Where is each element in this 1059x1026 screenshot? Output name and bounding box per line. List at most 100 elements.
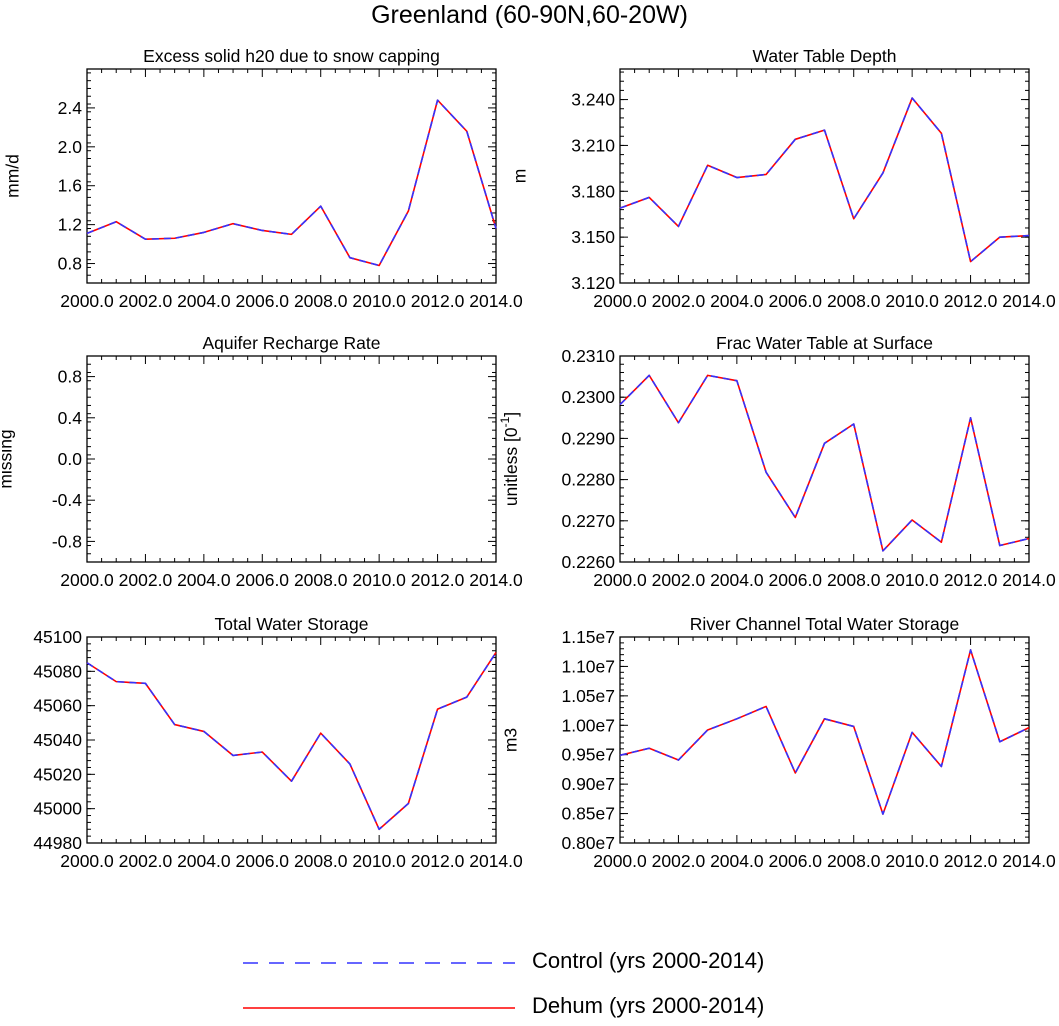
y-tick-label: 0.8 <box>58 254 82 274</box>
x-tick-label: 2012.0 <box>411 570 465 590</box>
x-tick-label: 2014.0 <box>469 851 523 871</box>
panel-title: Frac Water Table at Surface <box>716 333 933 353</box>
x-tick-label: 2002.0 <box>652 851 706 871</box>
x-tick-label: 2000.0 <box>593 570 647 590</box>
x-tick-label: 2002.0 <box>119 291 173 311</box>
y-tick-label: 0.2290 <box>561 428 615 448</box>
x-tick-label: 2002.0 <box>119 570 173 590</box>
x-tick-label: 2000.0 <box>60 851 114 871</box>
x-tick-label: 2012.0 <box>944 291 998 311</box>
x-tick-label: 2004.0 <box>710 851 764 871</box>
y-tick-label: 0.80e7 <box>561 833 615 853</box>
panel-title: Excess solid h20 due to snow capping <box>143 46 440 66</box>
y-tick-label: 1.00e7 <box>561 715 615 735</box>
panel-title: Total Water Storage <box>214 614 368 634</box>
y-tick-label: 3.150 <box>571 227 615 247</box>
x-tick-label: 2012.0 <box>944 570 998 590</box>
x-tick-label: 2010.0 <box>352 291 406 311</box>
y-tick-label: 44980 <box>33 833 82 853</box>
x-tick-label: 2010.0 <box>885 851 939 871</box>
x-tick-label: 2008.0 <box>294 570 348 590</box>
x-tick-label: 2002.0 <box>652 291 706 311</box>
y-axis-label: mm/d <box>3 154 23 198</box>
x-tick-label: 2012.0 <box>411 291 465 311</box>
x-tick-label: 2000.0 <box>60 291 114 311</box>
y-axis-label: m <box>510 169 530 184</box>
x-tick-label: 2004.0 <box>177 291 231 311</box>
y-tick-label: 0.2310 <box>561 346 615 366</box>
y-tick-label: 45060 <box>33 696 82 716</box>
legend-swatch-control <box>243 961 515 965</box>
y-tick-label: 3.120 <box>571 273 615 293</box>
y-tick-label: 1.2 <box>58 215 82 235</box>
y-tick-label: 45080 <box>33 661 82 681</box>
x-tick-label: 2014.0 <box>1002 851 1056 871</box>
y-tick-label: 0.0 <box>58 449 83 469</box>
legend-label-dehum: Dehum (yrs 2000-2014) <box>532 986 764 1026</box>
panel-title: River Channel Total Water Storage <box>690 614 959 634</box>
series-line-dehum <box>87 652 496 829</box>
y-tick-label: 0.4 <box>58 408 83 428</box>
y-tick-label: 3.240 <box>571 90 615 110</box>
y-tick-label: 0.2260 <box>561 552 615 572</box>
x-tick-label: 2008.0 <box>827 291 881 311</box>
x-tick-label: 2010.0 <box>885 291 939 311</box>
series-line-control <box>87 652 496 829</box>
chart-panels: Excess solid h20 due to snow capping 2000… <box>0 0 1059 900</box>
x-tick-label: 2006.0 <box>769 570 823 590</box>
plot-frame <box>620 356 1029 562</box>
x-tick-label: 2008.0 <box>294 851 348 871</box>
x-tick-label: 2000.0 <box>593 851 647 871</box>
y-tick-label: 1.10e7 <box>561 656 615 676</box>
y-tick-label: -0.8 <box>52 531 82 551</box>
y-axis-label: missing <box>0 429 16 488</box>
y-tick-label: 0.85e7 <box>561 804 615 824</box>
plot-frame <box>620 637 1029 843</box>
y-tick-label: 45020 <box>33 764 82 784</box>
y-tick-label: 45040 <box>33 730 82 750</box>
x-tick-label: 2006.0 <box>236 570 290 590</box>
x-tick-label: 2014.0 <box>1002 570 1056 590</box>
series-line-control <box>87 100 496 265</box>
x-tick-label: 2014.0 <box>469 570 523 590</box>
y-tick-label: -0.4 <box>52 490 82 510</box>
legend-swatch-dehum <box>243 1006 515 1010</box>
plot-frame <box>87 69 496 283</box>
plot-frame <box>87 356 496 562</box>
series-line-control <box>620 650 1029 814</box>
x-tick-label: 2012.0 <box>411 851 465 871</box>
x-tick-label: 2010.0 <box>885 570 939 590</box>
series-line-dehum <box>620 375 1029 551</box>
x-tick-label: 2006.0 <box>769 291 823 311</box>
y-tick-label: 45000 <box>33 799 82 819</box>
x-tick-label: 2004.0 <box>177 570 231 590</box>
x-tick-label: 2008.0 <box>827 851 881 871</box>
panel-title: Aquifer Recharge Rate <box>202 333 380 353</box>
y-tick-label: 0.2300 <box>561 387 615 407</box>
chart-panel-1: Excess solid h20 due to snow capping 2000… <box>3 46 523 311</box>
x-tick-label: 2008.0 <box>294 291 348 311</box>
legend-item-control: Control (yrs 2000-2014) <box>0 941 1059 981</box>
x-tick-label: 2004.0 <box>177 851 231 871</box>
y-tick-label: 0.90e7 <box>561 774 615 794</box>
series-line-dehum <box>620 98 1029 262</box>
series-line-dehum <box>620 650 1029 814</box>
y-tick-label: 3.210 <box>571 135 615 155</box>
x-tick-label: 2014.0 <box>469 291 523 311</box>
y-tick-label: 2.4 <box>58 98 83 118</box>
x-tick-label: 2002.0 <box>119 851 173 871</box>
x-tick-label: 2008.0 <box>827 570 881 590</box>
x-tick-label: 2006.0 <box>236 851 290 871</box>
x-tick-label: 2014.0 <box>1002 291 1056 311</box>
x-tick-label: 2010.0 <box>352 851 406 871</box>
x-tick-label: 2004.0 <box>710 570 764 590</box>
y-tick-label: 1.05e7 <box>561 686 615 706</box>
y-tick-label: 1.15e7 <box>561 627 615 647</box>
x-tick-label: 2000.0 <box>593 291 647 311</box>
legend-label-control: Control (yrs 2000-2014) <box>532 941 764 981</box>
x-tick-label: 2002.0 <box>652 570 706 590</box>
